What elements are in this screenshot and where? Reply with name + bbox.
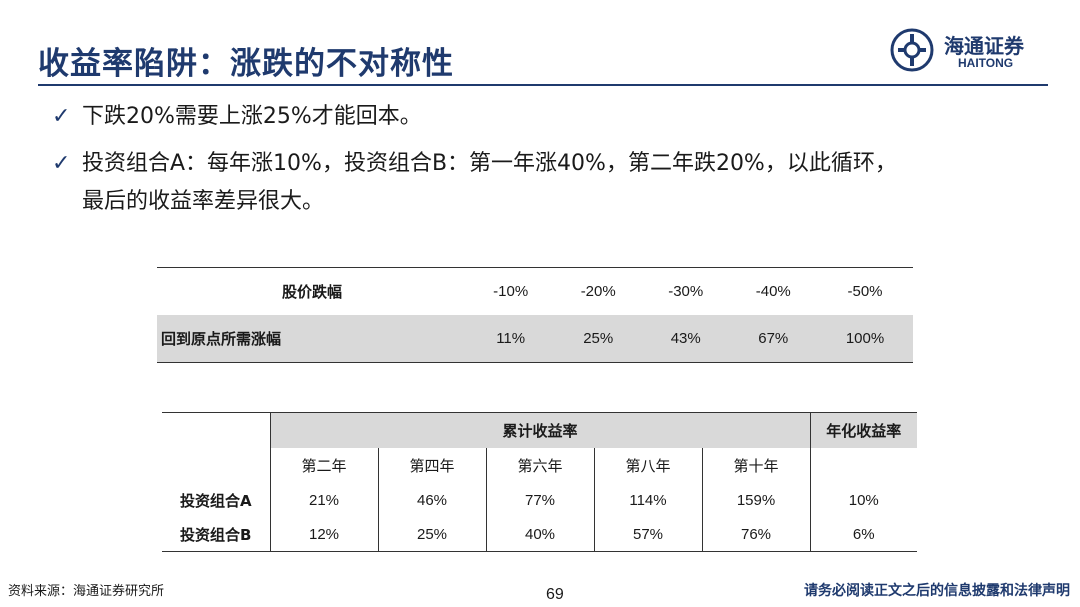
bullet-2: ✓ 投资组合A：每年涨10%，投资组合B：第一年涨40%，第二年跌20%，以此循环… xyxy=(52,145,897,177)
row-label: 回到原点所需涨幅 xyxy=(157,315,467,363)
table-cell: 11% xyxy=(466,315,555,363)
bullet-1-text: 下跌20%需要上涨25%才能回本。 xyxy=(82,104,422,129)
annualized-return-header: 年化收益率 xyxy=(809,412,917,448)
annual-cell: 6% xyxy=(809,517,917,552)
title-rule xyxy=(38,84,1048,86)
table-row: 投资组合B 12% 25% 40% 57% 76% 6% xyxy=(162,517,917,552)
column-header: 第四年 xyxy=(377,448,486,483)
page-number: 69 xyxy=(546,586,564,603)
column-header: 第六年 xyxy=(485,448,594,483)
portfolio-return-table: 累计收益率 年化收益率 第二年 第四年 第六年 第八年 第十年 投资组合A 21… xyxy=(162,412,917,552)
table-cell: 25% xyxy=(377,517,486,552)
table-cell: -30% xyxy=(668,283,704,300)
table-cell: -20% xyxy=(580,283,616,300)
slide-title: 收益率陷阱：涨跌的不对称性 xyxy=(38,46,454,82)
haitong-emblem-icon xyxy=(890,28,934,72)
table-cell: 12% xyxy=(269,517,378,552)
source-note: 资料来源：海通证券研究所 xyxy=(8,584,165,599)
table-cell: -40% xyxy=(755,283,791,300)
corner-cell xyxy=(162,413,270,449)
row-label: 投资组合B xyxy=(180,525,252,544)
cumulative-return-header: 累计收益率 xyxy=(269,412,810,448)
corner-cell xyxy=(162,448,270,483)
table-row: 回到原点所需涨幅 11% 25% 43% 67% 100% xyxy=(157,315,913,363)
annual-cell: 10% xyxy=(809,483,917,517)
annual-column-blank xyxy=(809,448,917,483)
bullet-2-text: 投资组合A：每年涨10%，投资组合B：第一年涨40%，第二年跌20%，以此循环， xyxy=(82,151,897,176)
table-cell: 114% xyxy=(593,483,702,517)
table-cell: 25% xyxy=(554,315,642,363)
table-header-row: 累计收益率 年化收益率 xyxy=(162,412,917,449)
table-cell: 40% xyxy=(485,517,594,552)
table-cell: -10% xyxy=(493,283,529,300)
column-header: 第二年 xyxy=(269,448,378,483)
column-header: 第十年 xyxy=(701,448,810,483)
table-row: 股价跌幅 -10% -20% -30% -40% -50% xyxy=(157,268,913,316)
column-header: 第八年 xyxy=(593,448,702,483)
haitong-logo: 海通证券 HAITONG xyxy=(890,28,1040,74)
year-header-row: 第二年 第四年 第六年 第八年 第十年 xyxy=(162,448,917,483)
table-cell: 159% xyxy=(701,483,810,517)
bullet-2-continuation: 最后的收益率差异很大。 xyxy=(82,189,325,214)
table-cell: 46% xyxy=(377,483,486,517)
row-label: 投资组合A xyxy=(179,491,252,510)
bullet-1: ✓ 下跌20%需要上涨25%才能回本。 xyxy=(52,98,422,130)
table-cell: 57% xyxy=(593,517,702,552)
table-cell: 100% xyxy=(817,315,913,363)
row-label: 股价跌幅 xyxy=(281,283,342,301)
table-cell: 77% xyxy=(485,483,594,517)
check-icon: ✓ xyxy=(52,151,71,176)
table-row: 投资组合A 21% 46% 77% 114% 159% 10% xyxy=(162,483,917,517)
table-cell: -50% xyxy=(847,283,883,300)
table-cell: 21% xyxy=(269,483,378,517)
logo-english-name: HAITONG xyxy=(958,56,1014,70)
drawdown-recovery-table: 股价跌幅 -10% -20% -30% -40% -50% 回到原点所需涨幅 1… xyxy=(157,267,913,363)
table-cell: 76% xyxy=(701,517,810,552)
table-cell: 43% xyxy=(641,315,730,363)
check-icon: ✓ xyxy=(52,104,71,129)
table-cell: 67% xyxy=(729,315,818,363)
legal-disclaimer: 请务必阅读正文之后的信息披露和法律声明 xyxy=(804,583,1070,599)
logo-chinese-name: 海通证券 xyxy=(944,34,1024,58)
